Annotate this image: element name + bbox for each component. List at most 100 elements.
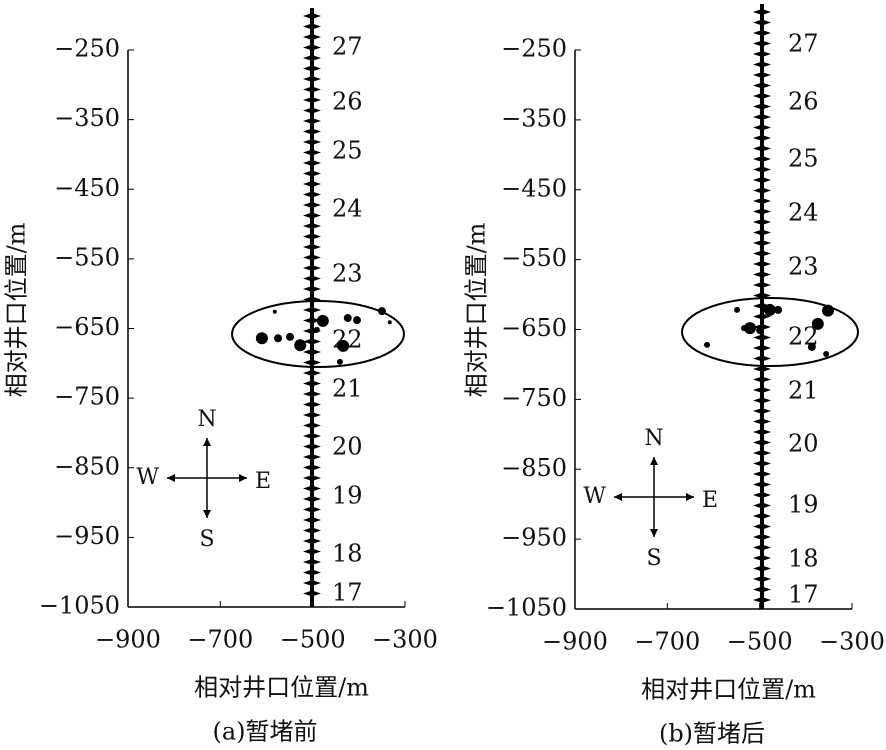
microseismic-event bbox=[387, 320, 392, 325]
y-tick-label: −750 bbox=[501, 384, 567, 412]
stage-label: 21 bbox=[332, 375, 363, 403]
stage-label: 17 bbox=[332, 579, 363, 607]
y-tick-label: −850 bbox=[501, 454, 567, 482]
y-tick-label: −550 bbox=[54, 243, 120, 271]
y-tick-label: −1050 bbox=[39, 592, 120, 620]
microseismic-event bbox=[316, 314, 329, 327]
perforation bbox=[303, 349, 321, 355]
perforation bbox=[303, 286, 321, 292]
perforation bbox=[753, 61, 771, 68]
compass-label: S bbox=[199, 527, 214, 552]
x-tick-label: −500 bbox=[727, 628, 793, 656]
perforation bbox=[753, 19, 771, 26]
y-tick-label: −1050 bbox=[486, 594, 567, 622]
perforation bbox=[753, 345, 771, 351]
microseismic-event bbox=[352, 316, 361, 325]
perforation bbox=[753, 240, 771, 246]
perforation bbox=[303, 559, 321, 565]
perforation bbox=[753, 439, 771, 446]
perforation bbox=[303, 97, 321, 103]
perforation bbox=[753, 198, 771, 204]
compass-label: E bbox=[702, 488, 718, 513]
perforation bbox=[753, 502, 771, 509]
y-tick-label: −250 bbox=[501, 35, 567, 63]
perforation bbox=[753, 103, 771, 110]
microseismic-event bbox=[763, 303, 776, 316]
perforation bbox=[303, 443, 321, 450]
perforation bbox=[753, 261, 771, 267]
x-axis-label: 相对井口位置/m bbox=[641, 676, 816, 704]
x-tick-label: −900 bbox=[95, 626, 161, 654]
x-tick-label: −500 bbox=[280, 626, 346, 654]
perforation bbox=[753, 555, 771, 561]
perforation bbox=[753, 481, 771, 488]
perforation bbox=[303, 380, 321, 387]
perforation bbox=[303, 338, 321, 345]
perforation bbox=[303, 65, 321, 72]
microseismic-event bbox=[756, 326, 765, 335]
stage-label: 25 bbox=[788, 145, 819, 173]
y-tick-label: −450 bbox=[501, 174, 567, 202]
microseismic-event bbox=[274, 334, 283, 343]
perforation bbox=[303, 160, 321, 166]
perforation bbox=[303, 580, 321, 586]
perforation bbox=[303, 265, 321, 271]
perforation bbox=[753, 177, 771, 183]
microseismic-event bbox=[313, 326, 320, 333]
compass-label: E bbox=[255, 469, 271, 494]
y-axis-label: 相对井口位置/m bbox=[463, 222, 491, 397]
perforation bbox=[753, 513, 771, 519]
compass-label: N bbox=[197, 407, 216, 432]
microseismic-event bbox=[774, 305, 783, 314]
perforation bbox=[753, 523, 771, 530]
perforation bbox=[303, 86, 321, 93]
perforation bbox=[303, 517, 321, 523]
perforation bbox=[303, 422, 321, 429]
perforation bbox=[753, 9, 771, 15]
microseismic-event bbox=[823, 350, 830, 357]
perforation bbox=[303, 23, 321, 30]
perforation bbox=[753, 450, 771, 456]
compass-arms bbox=[167, 438, 247, 518]
stage-label: 26 bbox=[332, 88, 363, 116]
microseismic-event bbox=[336, 358, 343, 365]
perforation bbox=[753, 576, 771, 582]
perforation bbox=[303, 233, 321, 240]
perforation bbox=[303, 548, 321, 555]
stage-label: 18 bbox=[332, 540, 363, 568]
stage-label: 21 bbox=[788, 377, 819, 405]
microseismic-event bbox=[294, 339, 307, 352]
perforation bbox=[303, 212, 321, 219]
perforation bbox=[303, 149, 321, 156]
perforation bbox=[753, 334, 771, 341]
stage-label: 27 bbox=[332, 33, 363, 61]
perforation bbox=[753, 313, 771, 320]
perforation bbox=[303, 244, 321, 250]
perforation bbox=[753, 492, 771, 498]
microseismic-event bbox=[337, 339, 350, 352]
perforation bbox=[303, 34, 321, 40]
perforation bbox=[303, 506, 321, 513]
perforation bbox=[303, 496, 321, 502]
perforation bbox=[753, 187, 771, 194]
stage-label: 19 bbox=[332, 482, 363, 510]
perforation bbox=[303, 454, 321, 460]
stage-label: 23 bbox=[788, 253, 819, 281]
perforation bbox=[753, 565, 771, 572]
perforation bbox=[753, 229, 771, 236]
x-axis-label: 相对井口位置/m bbox=[194, 674, 369, 702]
perforation bbox=[753, 135, 771, 141]
perforation bbox=[303, 275, 321, 282]
perforation bbox=[303, 370, 321, 376]
caption: (b)暂堵后 bbox=[659, 720, 765, 748]
perforation bbox=[303, 107, 321, 114]
y-axis-label: 相对井口位置/m bbox=[3, 222, 31, 397]
perforation bbox=[303, 181, 321, 187]
perforation bbox=[753, 544, 771, 551]
perforation bbox=[303, 391, 321, 397]
microseismic-event bbox=[704, 341, 711, 348]
x-tick-label: −300 bbox=[819, 628, 885, 656]
perforation bbox=[753, 460, 771, 467]
perforation bbox=[303, 55, 321, 61]
x-tick-label: −900 bbox=[542, 628, 608, 656]
